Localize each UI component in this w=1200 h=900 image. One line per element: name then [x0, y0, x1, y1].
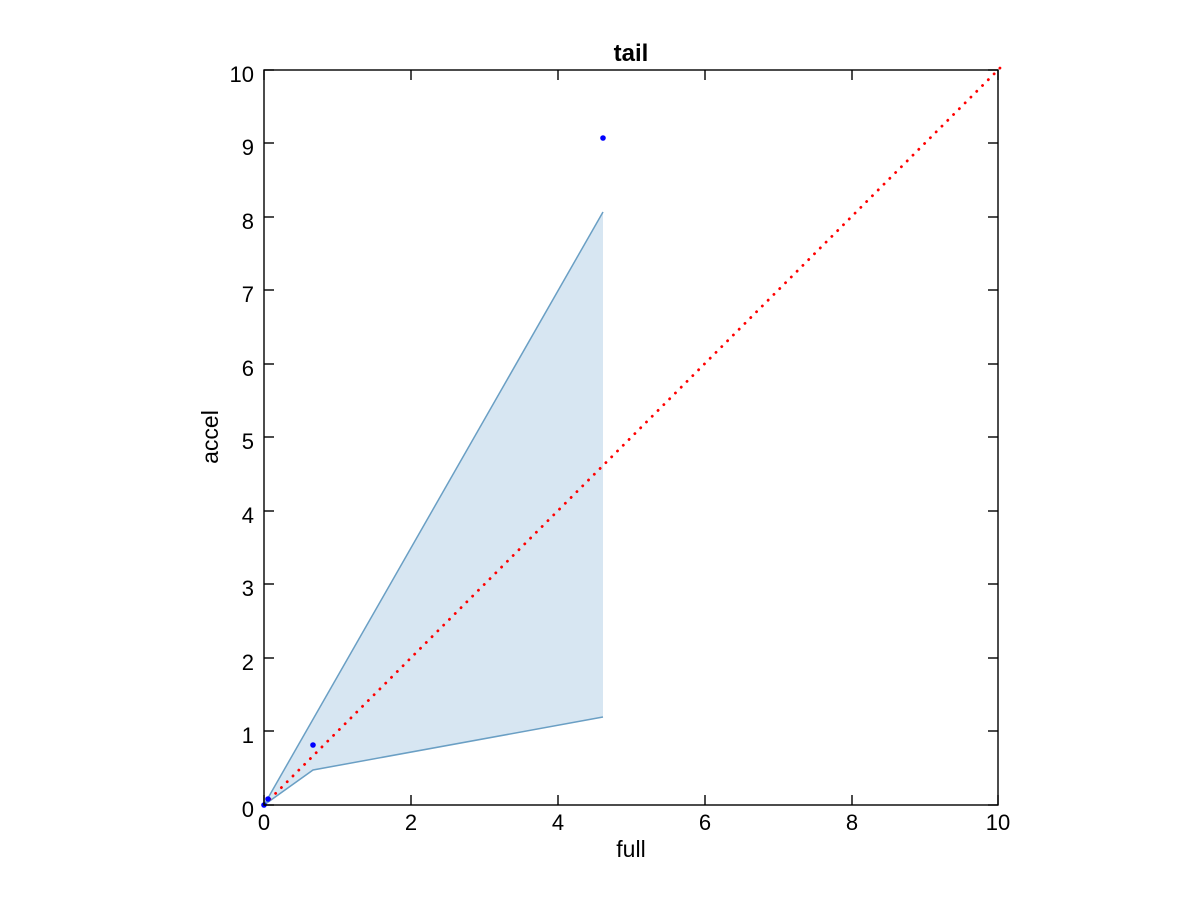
svg-text:6: 6: [242, 356, 254, 381]
svg-text:5: 5: [242, 429, 254, 454]
svg-text:accel: accel: [197, 410, 223, 464]
svg-text:tail: tail: [614, 40, 649, 67]
svg-text:4: 4: [552, 810, 564, 835]
svg-text:10: 10: [986, 810, 1010, 835]
svg-text:6: 6: [699, 810, 711, 835]
svg-text:2: 2: [405, 810, 417, 835]
svg-text:10: 10: [230, 62, 254, 87]
svg-text:3: 3: [242, 576, 254, 601]
svg-text:8: 8: [242, 209, 254, 234]
svg-text:4: 4: [242, 503, 254, 528]
svg-text:2: 2: [242, 650, 254, 675]
svg-text:9: 9: [242, 135, 254, 160]
svg-text:full: full: [616, 836, 645, 862]
svg-text:0: 0: [258, 810, 270, 835]
svg-text:8: 8: [846, 810, 858, 835]
svg-text:7: 7: [242, 282, 254, 307]
svg-text:1: 1: [242, 723, 254, 748]
svg-text:0: 0: [242, 797, 254, 822]
